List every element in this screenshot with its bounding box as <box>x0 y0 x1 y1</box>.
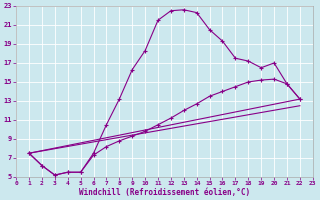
X-axis label: Windchill (Refroidissement éolien,°C): Windchill (Refroidissement éolien,°C) <box>79 188 250 197</box>
